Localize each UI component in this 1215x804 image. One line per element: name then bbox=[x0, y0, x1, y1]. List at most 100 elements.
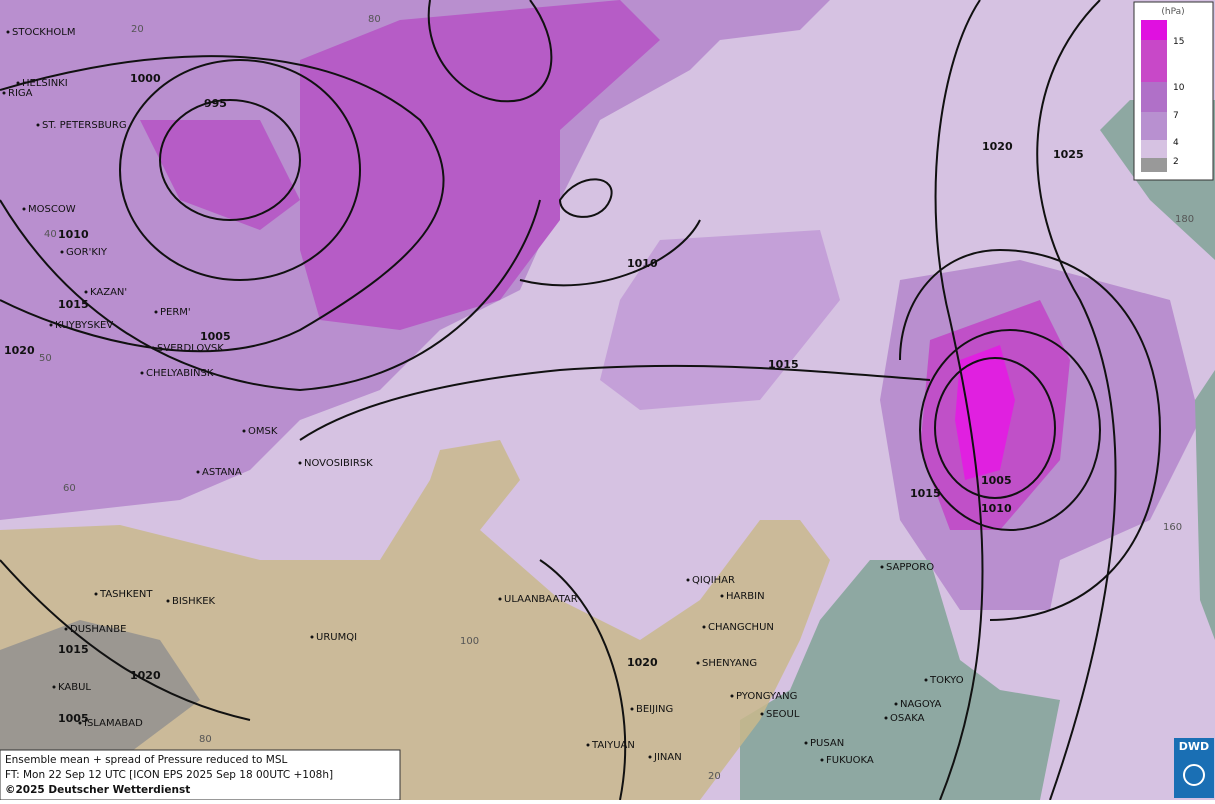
legend-tick-label: 2 bbox=[1173, 157, 1179, 167]
isobar-label: 1005 bbox=[200, 330, 231, 343]
legend-tick-label: 7 bbox=[1173, 111, 1179, 121]
city-label: NAGOYA bbox=[900, 699, 942, 710]
isobar-label: 1015 bbox=[768, 358, 799, 371]
grid-label: 40 bbox=[44, 229, 57, 240]
legend-unit: (hPa) bbox=[1161, 7, 1184, 17]
isobar-label: 1025 bbox=[1053, 148, 1084, 161]
grid-label: 50 bbox=[39, 353, 52, 364]
city-marker bbox=[820, 758, 824, 762]
city-marker bbox=[310, 635, 314, 639]
info-box: Ensemble mean + spread of Pressure reduc… bbox=[0, 749, 401, 801]
city-label: DUSHANBE bbox=[70, 624, 126, 635]
spread-area bbox=[140, 120, 300, 230]
grid-label: 80 bbox=[368, 14, 381, 25]
isobars bbox=[0, 0, 1162, 801]
city-marker bbox=[196, 470, 200, 474]
city-marker bbox=[894, 702, 898, 706]
city-label: GOR'KIY bbox=[66, 247, 108, 258]
isobar-label: 1020 bbox=[130, 669, 161, 682]
logo-icon bbox=[1183, 764, 1205, 786]
city-label: QIQIHAR bbox=[692, 575, 735, 586]
grid-label: 160 bbox=[1163, 522, 1182, 533]
city-marker bbox=[696, 661, 700, 665]
city-marker bbox=[140, 371, 144, 375]
city-marker bbox=[49, 323, 53, 327]
city-marker bbox=[242, 429, 246, 433]
grid-label: 20 bbox=[708, 771, 721, 782]
city-marker bbox=[94, 592, 98, 596]
info-line: ©2025 Deutscher Wetterdienst bbox=[5, 784, 190, 796]
isobar-label: 1010 bbox=[981, 502, 1012, 515]
isobar-label: 1005 bbox=[58, 712, 89, 725]
city-label: CHELYABINSK bbox=[146, 368, 214, 379]
city-label: PUSAN bbox=[810, 738, 844, 749]
city-label: STOCKHOLM bbox=[12, 27, 75, 38]
city-label: TASHKENT bbox=[99, 589, 153, 600]
city-label: BEIJING bbox=[636, 704, 673, 715]
isobar-label: 1005 bbox=[981, 474, 1012, 487]
city-marker bbox=[730, 694, 734, 698]
city-label: RIGA bbox=[8, 88, 33, 99]
legend-swatch bbox=[1141, 158, 1167, 172]
city-label: ISLAMABAD bbox=[84, 718, 143, 729]
spread-area bbox=[955, 345, 1015, 480]
city-label: OMSK bbox=[248, 426, 278, 437]
city-label: KABUL bbox=[58, 682, 91, 693]
city-marker bbox=[84, 290, 88, 294]
sea bbox=[740, 560, 1060, 800]
grid-label: 80 bbox=[199, 734, 212, 745]
legend-swatch bbox=[1141, 140, 1167, 158]
isobar-label: 1000 bbox=[130, 72, 161, 85]
legend-tick-label: 10 bbox=[1173, 83, 1185, 93]
legend-tick-label: 15 bbox=[1173, 37, 1184, 47]
city-label: FUKUOKA bbox=[826, 755, 874, 766]
isobar-label: 1020 bbox=[982, 140, 1013, 153]
city-label: ASTANA bbox=[202, 467, 242, 478]
city-marker bbox=[298, 461, 302, 465]
city-label: SEOUL bbox=[766, 709, 800, 720]
isobar-label: 1020 bbox=[4, 344, 35, 357]
city-label: OSAKA bbox=[890, 713, 925, 724]
city-label: JINAN bbox=[653, 752, 682, 763]
isobar-label: 1010 bbox=[627, 257, 658, 270]
city-marker bbox=[720, 594, 724, 598]
legend-swatch bbox=[1141, 40, 1167, 82]
city-marker bbox=[586, 743, 590, 747]
city-label: NOVOSIBIRSK bbox=[304, 458, 373, 469]
grid-label: 60 bbox=[63, 483, 76, 494]
city-label: HARBIN bbox=[726, 591, 765, 602]
city-marker bbox=[166, 599, 170, 603]
info-line: FT: Mon 22 Sep 12 UTC [ICON EPS 2025 Sep… bbox=[5, 769, 333, 781]
logo: DWD bbox=[1174, 738, 1214, 798]
city-label: KAZAN' bbox=[90, 287, 127, 298]
city-marker bbox=[151, 346, 155, 350]
city-marker bbox=[498, 597, 502, 601]
spread-area bbox=[300, 0, 660, 330]
city-marker bbox=[884, 716, 888, 720]
isobar-label: 1020 bbox=[627, 656, 658, 669]
city-marker bbox=[64, 627, 68, 631]
city-label: SAPPORO bbox=[886, 562, 934, 573]
isobar-label: 1015 bbox=[58, 298, 89, 311]
legend: (hPa) 15 10 7 4 2 bbox=[1133, 1, 1214, 181]
isobar-label: 1015 bbox=[58, 643, 89, 656]
city-label: CHANGCHUN bbox=[708, 622, 774, 633]
city-marker bbox=[702, 625, 706, 629]
city-label: HELSINKI bbox=[22, 78, 68, 89]
city-label: URUMQI bbox=[316, 632, 357, 643]
terrain bbox=[0, 620, 200, 760]
city-marker bbox=[60, 250, 64, 254]
city-label: BISHKEK bbox=[172, 596, 216, 607]
grid-label: 180 bbox=[1175, 214, 1194, 225]
city-label: TAIYUAN bbox=[591, 740, 635, 751]
city-marker bbox=[16, 81, 20, 85]
city-label: TOKYO bbox=[929, 675, 964, 686]
city-marker bbox=[630, 707, 634, 711]
isobar-label: 1015 bbox=[910, 487, 941, 500]
city-marker bbox=[36, 123, 40, 127]
city-label: ST. PETERSBURG bbox=[42, 120, 127, 131]
city-marker bbox=[686, 578, 690, 582]
